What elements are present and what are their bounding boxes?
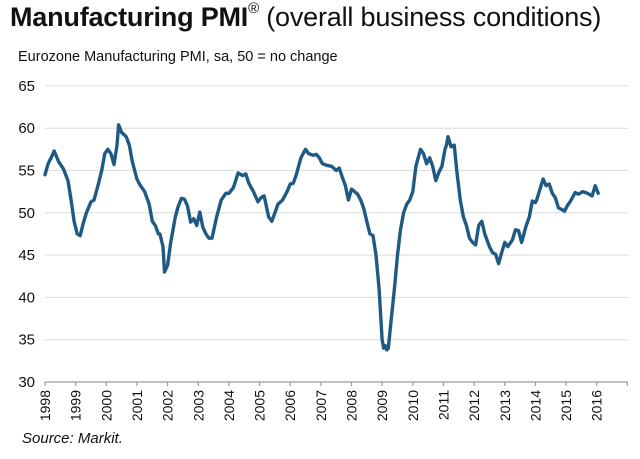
x-tick-label: 1998: [37, 390, 53, 421]
chart-title: Manufacturing PMI® (overall business con…: [10, 0, 602, 33]
y-tick-label: 35: [18, 332, 35, 349]
x-tick-label: 2014: [527, 390, 543, 421]
x-tick-label: 2000: [98, 390, 114, 421]
y-tick-label: 65: [18, 78, 35, 95]
chart-title-bold: Manufacturing PMI: [10, 2, 249, 32]
x-tick-label: 2004: [221, 390, 237, 421]
y-tick-label: 30: [18, 374, 35, 391]
y-tick-label: 50: [18, 205, 35, 222]
x-tick-label: 2007: [313, 390, 329, 421]
y-tick-label: 55: [18, 163, 35, 180]
x-tick-label: 2012: [466, 390, 482, 421]
x-tick-label: 2005: [252, 390, 268, 421]
chart-title-rest: (overall business conditions): [258, 2, 602, 32]
x-tick-label: 2003: [190, 390, 206, 421]
x-tick-label: 2015: [558, 390, 574, 421]
x-tick-label: 2002: [160, 390, 176, 421]
x-tick-label: 1999: [68, 390, 84, 421]
y-tick-label: 45: [18, 247, 35, 264]
x-tick-label: 2001: [129, 390, 145, 421]
x-tick-label: 2016: [589, 390, 605, 421]
y-tick-label: 40: [18, 289, 35, 306]
x-tick-label: 2010: [405, 390, 421, 421]
x-tick-label: 2009: [374, 390, 390, 421]
x-tick-label: 2011: [435, 390, 451, 420]
x-tick-label: 2008: [344, 390, 360, 421]
x-tick-label: 2013: [497, 390, 513, 421]
series-line-eurozone-pmi: [43, 123, 600, 352]
registered-mark: ®: [248, 0, 259, 17]
chart-source: Source: Markit.: [22, 430, 123, 447]
y-tick-label: 60: [18, 120, 35, 137]
chart-subtitle: Eurozone Manufacturing PMI, sa, 50 = no …: [18, 49, 338, 65]
x-tick-label: 2006: [282, 390, 298, 421]
